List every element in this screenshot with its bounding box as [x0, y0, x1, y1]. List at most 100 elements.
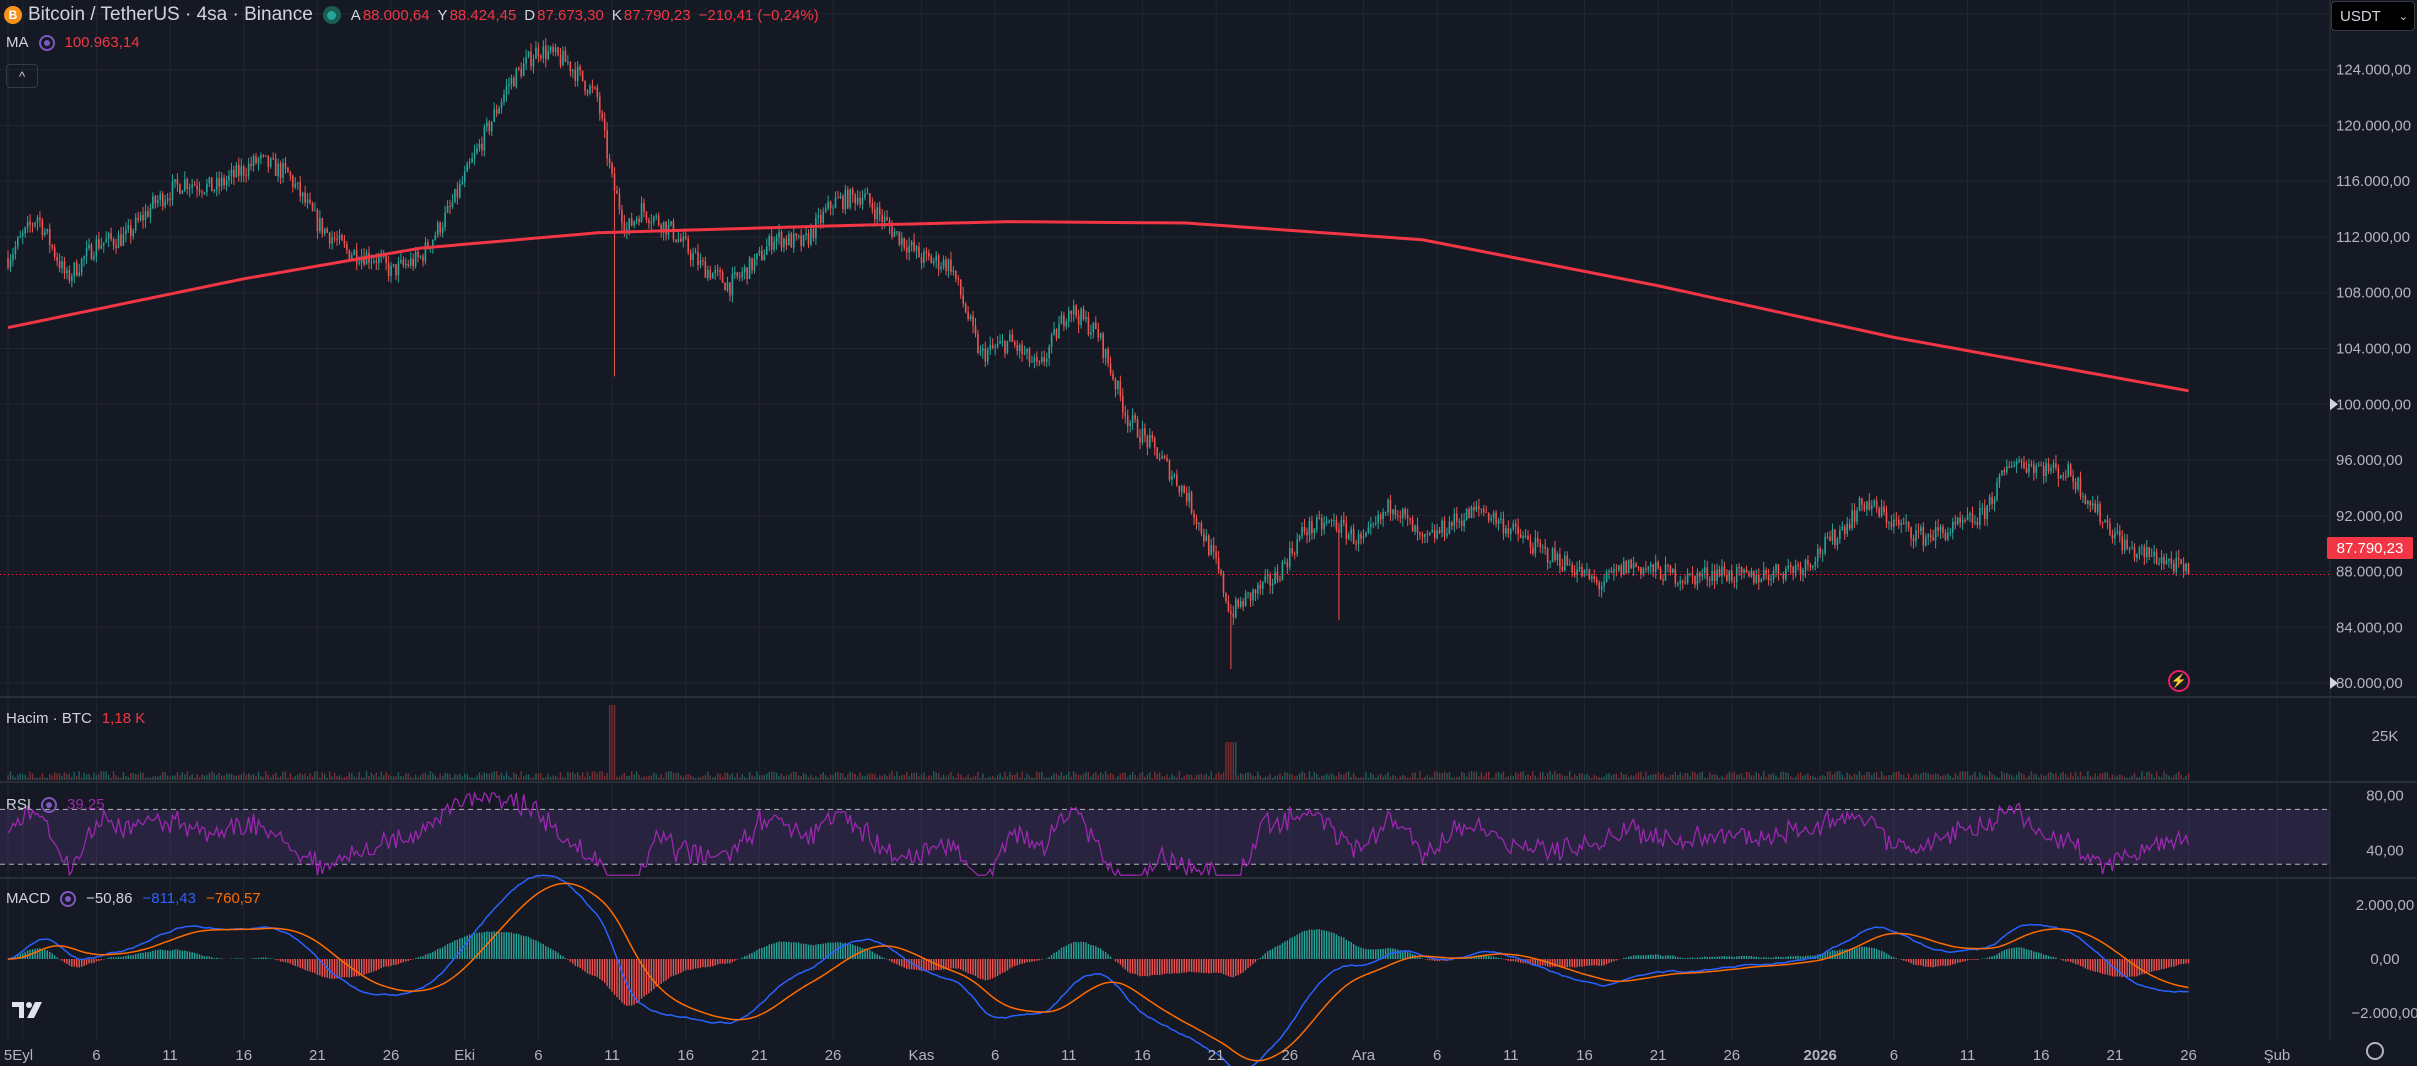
candle-body — [316, 210, 319, 232]
candle — [530, 43, 532, 71]
candle — [1345, 516, 1348, 545]
candle — [866, 187, 869, 195]
volume-bar — [778, 775, 780, 780]
candle-body — [2057, 467, 2060, 479]
macd-hist-bar — [594, 959, 596, 977]
candle-body — [2141, 546, 2143, 548]
volume-bar — [201, 774, 203, 780]
candle — [1642, 566, 1645, 577]
macd-hist-bar — [1829, 951, 1831, 959]
macd-hist-bar — [434, 950, 436, 959]
macd-hist-bar — [1205, 959, 1208, 973]
candle-body — [1500, 518, 1502, 521]
macd-hist-bar — [827, 942, 829, 959]
macd-hist-bar — [807, 944, 810, 959]
volume-bar — [1846, 772, 1848, 780]
time-tick-label: 16 — [2033, 1047, 2050, 1064]
ma-line — [7, 220, 2189, 393]
candle-body — [1701, 573, 1704, 577]
macd-hist-bar — [2116, 959, 2119, 977]
candle — [1988, 493, 1991, 512]
volume-bar — [812, 777, 815, 780]
candle-body — [800, 235, 802, 247]
volume-bar — [1104, 771, 1107, 780]
volume-legend[interactable]: Hacim · BTC 1,18 K — [6, 710, 146, 727]
candle-body — [616, 190, 618, 194]
macd-hist-bar — [972, 959, 974, 975]
volume-bar — [886, 776, 888, 780]
ma-legend[interactable]: MA 100.963,14 — [6, 34, 140, 51]
macd-hist-bar — [49, 951, 51, 959]
candle — [439, 221, 441, 237]
volume-bar — [230, 773, 233, 780]
candle — [827, 195, 829, 211]
macd-hist-bar — [176, 949, 179, 959]
rsi-legend[interactable]: RSI 39,25 — [6, 796, 105, 813]
candle-body — [1495, 512, 1497, 524]
candle-body — [39, 217, 41, 221]
candle — [2091, 496, 2094, 510]
settings-gear-icon[interactable] — [2366, 1042, 2384, 1060]
volume-bar — [697, 777, 699, 780]
macd-hist-bar — [503, 932, 505, 959]
candle — [486, 117, 488, 132]
alert-flash-icon[interactable]: ⚡ — [2168, 670, 2190, 692]
candle — [83, 255, 85, 267]
market-status-icon[interactable] — [322, 6, 341, 24]
macd-hist-bar — [621, 959, 623, 1003]
collapse-legend-button[interactable]: ^ — [6, 64, 38, 88]
candle-body — [788, 233, 790, 245]
macd-hist-bar — [1515, 959, 1517, 962]
macd-hist-bar — [235, 958, 238, 959]
candle — [2094, 499, 2097, 513]
candle-body — [1922, 526, 1925, 546]
volume-bar — [1807, 773, 1809, 780]
symbol-title[interactable]: Bitcoin / TetherUS · 4sa · Binance — [28, 4, 313, 25]
candle-body — [1480, 508, 1483, 510]
eye-icon[interactable] — [38, 34, 55, 51]
macd-hist-bar — [1097, 947, 1099, 959]
candle-body — [1198, 522, 1200, 524]
volume-bar — [1819, 775, 1821, 780]
candle-body — [778, 231, 780, 238]
candle — [1640, 566, 1642, 580]
volume-bar — [2069, 772, 2072, 780]
candle — [716, 264, 719, 277]
candle — [601, 109, 604, 122]
macd-hist-bar — [1539, 959, 1541, 966]
candle — [498, 105, 500, 115]
candle — [495, 104, 498, 118]
candle-body — [75, 262, 78, 276]
volume-bar — [2185, 775, 2187, 780]
volume-bar — [17, 774, 19, 780]
macd-hist-bar — [540, 943, 542, 959]
macd-hist-bar — [1021, 959, 1023, 964]
macd-hist-bar — [1053, 952, 1055, 959]
volume-bar — [761, 774, 763, 780]
candle — [763, 249, 766, 261]
eye-icon[interactable] — [60, 890, 77, 907]
eye-icon[interactable] — [41, 796, 58, 813]
candle — [1942, 524, 1944, 539]
volume-bar — [223, 775, 225, 780]
candle — [1836, 536, 1839, 551]
candle-body — [390, 265, 392, 277]
volume-bar — [1433, 771, 1436, 780]
tradingview-logo-icon[interactable] — [10, 998, 50, 1022]
volume-bar — [1979, 772, 1981, 780]
candle — [1119, 375, 1122, 402]
macd-hist-bar — [137, 953, 139, 959]
volume-bar — [1092, 773, 1095, 780]
candle — [29, 214, 31, 233]
volume-bar — [461, 776, 463, 780]
candle — [1991, 491, 1993, 510]
macd-hist-bar — [1340, 936, 1343, 959]
volume-bar — [665, 772, 667, 780]
volume-bar — [240, 774, 242, 780]
candle-body — [1603, 581, 1605, 587]
currency-select[interactable]: USDT ⌄ — [2331, 1, 2415, 31]
candle — [869, 192, 871, 208]
candle-body — [822, 211, 825, 223]
macd-legend[interactable]: MACD −50,86 −811,43 −760,57 — [6, 890, 261, 907]
